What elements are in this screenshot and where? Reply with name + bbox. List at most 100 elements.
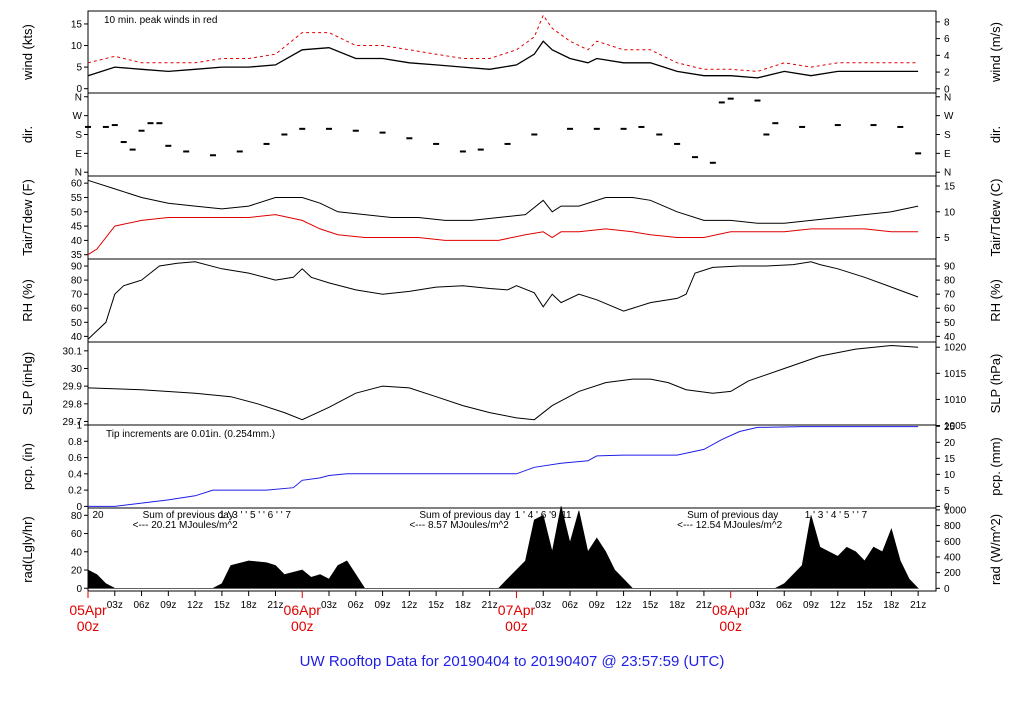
rh-ylabel-right: RH (%) (988, 279, 1003, 322)
x-tick-label: 03z (749, 600, 765, 611)
x-tick-label: 06z (562, 600, 578, 611)
rh-series-line-0 (87, 261, 919, 340)
rad-ytick-label-right: 600 (944, 537, 961, 548)
x-tick-label: 09z (160, 600, 176, 611)
temp-ytick-label-left: 55 (71, 193, 83, 204)
x-tick-label: 15z (428, 600, 444, 611)
rad-ytick-label-right: 0 (944, 584, 950, 595)
dir-point (709, 161, 716, 164)
pcp-ylabel-right: pcp. (mm) (988, 437, 1003, 496)
x-day-label-z: 00z (719, 618, 742, 634)
x-tick-label: 18z (455, 600, 471, 611)
dir-point (102, 125, 109, 128)
dir-point (691, 156, 698, 159)
temp-ytick-label-left: 35 (71, 250, 83, 261)
dir-ytick-label-left: N (75, 168, 82, 179)
temp-ytick-label-left: 40 (71, 236, 83, 247)
dir-point (85, 125, 91, 128)
x-day-label: 05Apr (69, 602, 107, 618)
rad-ytick-label-right: 1000 (944, 505, 967, 516)
wind-ytick-label-right: 4 (944, 51, 950, 62)
rh-ytick-label-left: 90 (71, 262, 83, 273)
x-tick-label: 06z (133, 600, 149, 611)
wind-ytick-label-right: 2 (944, 68, 950, 79)
dir-point (129, 148, 136, 151)
wind-series-line-0 (87, 40, 919, 79)
x-tick-label: 03z (321, 600, 337, 611)
dir-ytick-label-left: E (75, 149, 82, 160)
rad-series-area (87, 506, 920, 589)
dir-point (656, 133, 663, 136)
rad-hour-marks: 1 ' 4 ' 6 '9 '11 (515, 510, 572, 521)
dir-point (209, 154, 216, 157)
dir-point (138, 129, 145, 132)
dir-point (718, 101, 725, 104)
dir-ytick-label-left: S (75, 130, 82, 141)
slp-ytick-label-left: 30 (71, 364, 83, 375)
pcp-ytick-label-left: 0.8 (68, 437, 82, 448)
rad-ytick-label-left: 0 (76, 584, 82, 595)
dir-point (834, 124, 841, 127)
x-tick-label: 18z (241, 600, 257, 611)
slp-series-line-0 (87, 344, 919, 421)
rad-sum-value: <--- 8.57 MJoules/m^2 (409, 520, 509, 531)
x-tick-label: 12z (616, 600, 632, 611)
wind-panel: wind (kts) wind (m/s) 0 5 10 15 0 2 4 6 8 10 min. p… (20, 10, 1003, 95)
x-tick-label: 15z (857, 600, 873, 611)
rad-ytick-label-left: 60 (71, 529, 83, 540)
pcp-ytick-label-left: 0.4 (68, 469, 82, 480)
pcp-ytick-label-right: 15 (944, 454, 956, 465)
x-tick-label: 15z (214, 600, 230, 611)
x-tick-label: 12z (830, 600, 846, 611)
rh-ytick-label-right: 90 (944, 262, 956, 273)
x-day-label: 08Apr (712, 602, 750, 618)
dir-point (379, 131, 386, 134)
pcp-panel: pcp. (in) pcp. (mm)00.20.40.60.8105101520… (20, 421, 1003, 513)
dir-point (263, 142, 270, 145)
wind-ytick-label-left: 10 (71, 41, 83, 52)
rad-sum-label: Sum of previous day (687, 510, 778, 521)
dir-point (763, 133, 770, 136)
dir-ytick-label-right: N (944, 168, 951, 179)
x-axis: 03z 06z 09z 12z 15z 18z 21z 03z 06z 09z 12z 15z 18z 2… (69, 590, 936, 634)
slp-ytick-label-left: 29.9 (63, 382, 83, 393)
pcp-ytick-label-right: 20 (944, 438, 956, 449)
temp-ytick-label-right: 10 (944, 207, 956, 218)
rh-ytick-label-right: 40 (944, 332, 956, 343)
rh-ytick-label-left: 40 (71, 332, 83, 343)
rad-sum-label: Sum of previous day (143, 510, 234, 521)
x-tick-label: 12z (401, 600, 417, 611)
pcp-ytick-label-left: 0.2 (68, 486, 82, 497)
dir-point (120, 141, 127, 144)
chart-footer-title: UW Rooftop Data for 20190404 to 20190407… (300, 653, 725, 670)
rad-ytick-label-left: 80 (71, 511, 83, 522)
dir-frame (87, 92, 937, 177)
dir-point (156, 122, 163, 125)
temp-panel: Tair/Tdew (F) Tair/Tdew (C) 35 40 45 50 55 60 5 1… (20, 175, 1003, 261)
rad-hour-marks: 1 ' 3 ' ' 5 ' ' 6 ' ' 7 (219, 510, 291, 521)
dir-point (567, 127, 574, 130)
temp-ytick-label-right: 15 (944, 181, 956, 192)
temp-ylabel-left: Tair/Tdew (F) (20, 179, 35, 256)
x-tick-label: 18z (669, 600, 685, 611)
dir-ytick-label-right: S (944, 130, 951, 141)
rh-ytick-label-right: 50 (944, 318, 956, 329)
rh-panel: RH (%) RH (%) 40 50 60 70 80 90 40 50 60 70 80 90 (20, 258, 1003, 343)
pcp-annotation: Tip increments are 0.01in. (0.254mm.) (106, 429, 275, 440)
x-day-label: 06Apr (284, 602, 322, 618)
pcp-ytick-label-left: 0.6 (68, 453, 82, 464)
dir-point (147, 122, 154, 125)
rh-ytick-label-right: 70 (944, 290, 956, 301)
rad-sum-label: Sum of previous day (419, 510, 510, 521)
x-tick-label: 03z (535, 600, 551, 611)
slp-ylabel-left: SLP (inHg) (20, 352, 35, 415)
rad-sum-value: <--- 20.21 MJoules/m^2 (133, 520, 238, 531)
x-tick-label: 12z (187, 600, 203, 611)
dir-point (727, 97, 734, 100)
dir-point (504, 142, 511, 145)
dir-point (406, 137, 413, 140)
temp-ytick-label-left: 50 (71, 207, 83, 218)
dir-point (593, 127, 600, 130)
dir-point (299, 127, 306, 130)
wind-ytick-label-right: 6 (944, 34, 950, 45)
